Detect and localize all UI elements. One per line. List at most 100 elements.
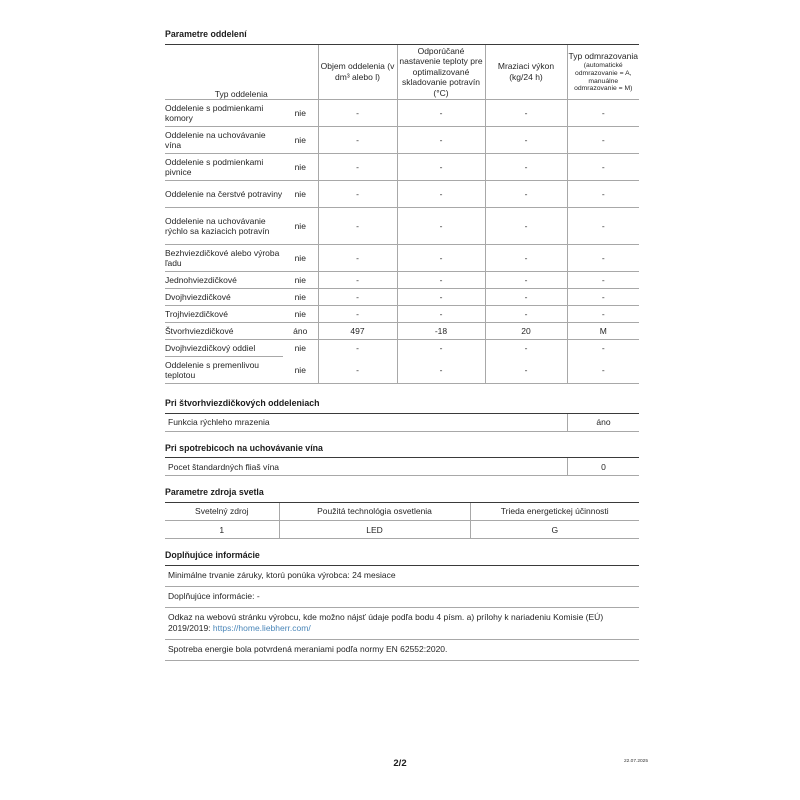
row-present: nie [283, 339, 319, 357]
header-type: Typ oddelenia [165, 44, 319, 100]
row-present: nie [283, 271, 319, 289]
row-defrost: - [567, 153, 639, 181]
row-temperature: -18 [397, 322, 486, 340]
compartments-header-row: Typ oddelenia Objem oddelenia (v dm³ ale… [165, 44, 639, 100]
row-present: nie [283, 207, 319, 245]
row-label: Pocet štandardných fliaš vína [168, 461, 280, 472]
row-present: nie [283, 305, 319, 323]
row-present: nie [283, 288, 319, 306]
defrost-type-note: (automatické odmrazovanie = A, manuálne … [574, 62, 633, 93]
row-volume: - [318, 99, 398, 127]
header-light-technology: Použitá technológia osvetlenia [279, 502, 471, 521]
row-temperature: - [397, 126, 486, 154]
row-present: nie [283, 356, 319, 384]
row-value: áno [567, 413, 639, 431]
row-defrost: - [601, 343, 605, 353]
row-label: Dvojhviezdičkový oddiel [165, 339, 283, 357]
info-row-warranty: Minimálne trvanie záruky, ktorú ponúka v… [165, 566, 639, 587]
row-label: Oddelenie s premenlivou teplotou [165, 356, 283, 384]
row-volume: - [318, 271, 398, 289]
light-table: Svetelný zdroj Použitá technológia osvet… [165, 502, 639, 539]
row-freezing: - [485, 339, 568, 357]
header-volume: Objem oddelenia (v dm³ alebo l) [318, 44, 398, 100]
header-defrost-type: Typ odmrazovania (automatické odmrazovan… [567, 44, 639, 100]
row-temperature: - [397, 356, 486, 384]
light-header-row: Svetelný zdroj Použitá technológia osvet… [165, 502, 639, 521]
page-content: Parametre oddelení Typ oddelenia Objem o… [165, 29, 639, 661]
four-star-section: Pri štvorhviezdičkových oddeleniach Funk… [165, 398, 639, 432]
header-freezing-capacity: Mraziaci výkon (kg/24 h) [485, 44, 568, 100]
footer-date: 22.07.2025 [623, 759, 648, 764]
row-freezing: - [485, 305, 568, 323]
light-technology-value: LED [279, 520, 471, 539]
row-defrost: - [567, 207, 639, 245]
row-defrost: - [567, 244, 639, 272]
row-present: nie [283, 244, 319, 272]
light-source-value: 1 [165, 520, 280, 539]
row-volume: - [318, 305, 398, 323]
row-volume: - [318, 356, 398, 384]
row-freezing: - [485, 99, 568, 127]
table-row: Oddelenie s premenlivou teplotou nie - -… [165, 356, 639, 384]
table-row: Pocet štandardných fliaš vína 0 [165, 458, 639, 476]
row-defrost: M [567, 322, 639, 340]
row-volume: - [318, 207, 398, 245]
row-present: nie [283, 153, 319, 181]
row-label: Oddelenie s podmienkami komory [165, 99, 283, 127]
defrost-type-main: Typ odmrazovania [568, 50, 638, 61]
row-label: Trojhviezdičkové [165, 305, 283, 323]
row-label: Oddelenie na uchovávanie rýchlo sa kazia… [165, 207, 283, 245]
row-label: Funkcia rýchleho mrazenia [168, 417, 270, 427]
row-temperature: - [397, 244, 486, 272]
row-freezing: - [485, 126, 568, 154]
row-freezing: - [485, 153, 568, 181]
row-value: 0 [567, 458, 639, 475]
row-freezing: - [485, 271, 568, 289]
row-freezing: - [485, 288, 568, 306]
row-freezing: - [485, 244, 568, 272]
row-label: Oddelenie na uchovávanie vína [165, 126, 283, 154]
table-row: Trojhviezdičkové nie - - - - [165, 305, 639, 323]
header-light-source: Svetelný zdroj [165, 502, 280, 521]
row-present: nie [283, 180, 319, 208]
table-row: Oddelenie na uchovávanie rýchlo sa kazia… [165, 207, 639, 245]
row-volume: - [318, 153, 398, 181]
row-defrost: - [567, 271, 639, 289]
row-volume: - [318, 126, 398, 154]
light-section: Parametre zdroja svetla Svetelný zdroj P… [165, 487, 639, 539]
table-row: Funkcia rýchleho mrazenia áno [165, 413, 639, 432]
table-row: Štvorhviezdičkové áno 497 -18 20 M [165, 322, 639, 340]
table-row: Oddelenie s podmienkami pivnice nie - - … [165, 153, 639, 181]
row-label: Oddelenie na čerstvé potraviny [165, 180, 283, 208]
row-temperature: - [397, 305, 486, 323]
page-number: 2/2 [393, 758, 407, 769]
row-defrost: - [567, 126, 639, 154]
row-defrost: - [567, 356, 639, 384]
row-defrost: - [567, 180, 639, 208]
row-volume: - [318, 288, 398, 306]
info-row-energy-note: Spotreba energie bola potvrdená meraniam… [165, 640, 639, 661]
section-title-compartments: Parametre oddelení [165, 29, 639, 45]
row-freezing: 20 [485, 322, 568, 340]
light-value-row: 1 LED G [165, 520, 639, 539]
row-present: nie [283, 126, 319, 154]
table-row: Dvojhviezdičkové nie - - - - [165, 288, 639, 306]
row-present: áno [283, 322, 319, 340]
row-freezing: - [485, 180, 568, 208]
manufacturer-link[interactable]: https://home.liebherr.com/ [212, 622, 311, 633]
row-temperature: - [397, 180, 486, 208]
table-row: Jednohviezdičkové nie - - - - [165, 271, 639, 289]
row-volume: - [318, 339, 398, 357]
link-row-text: Odkaz na webovú stránku výrobcu, kde mož… [168, 611, 604, 633]
row-volume: - [318, 180, 398, 208]
row-label: Bezhviezdičkové alebo výroba ľadu [165, 244, 283, 272]
row-temperature: - [397, 207, 486, 245]
row-freezing: - [485, 356, 568, 384]
info-row-additional: Doplňujúce informácie: - [165, 587, 639, 608]
section-title-additional: Doplňujúce informácie [165, 550, 639, 566]
row-temperature: - [397, 339, 486, 357]
row-defrost: - [567, 288, 639, 306]
row-volume: 497 [318, 322, 398, 340]
row-temperature: - [397, 271, 486, 289]
